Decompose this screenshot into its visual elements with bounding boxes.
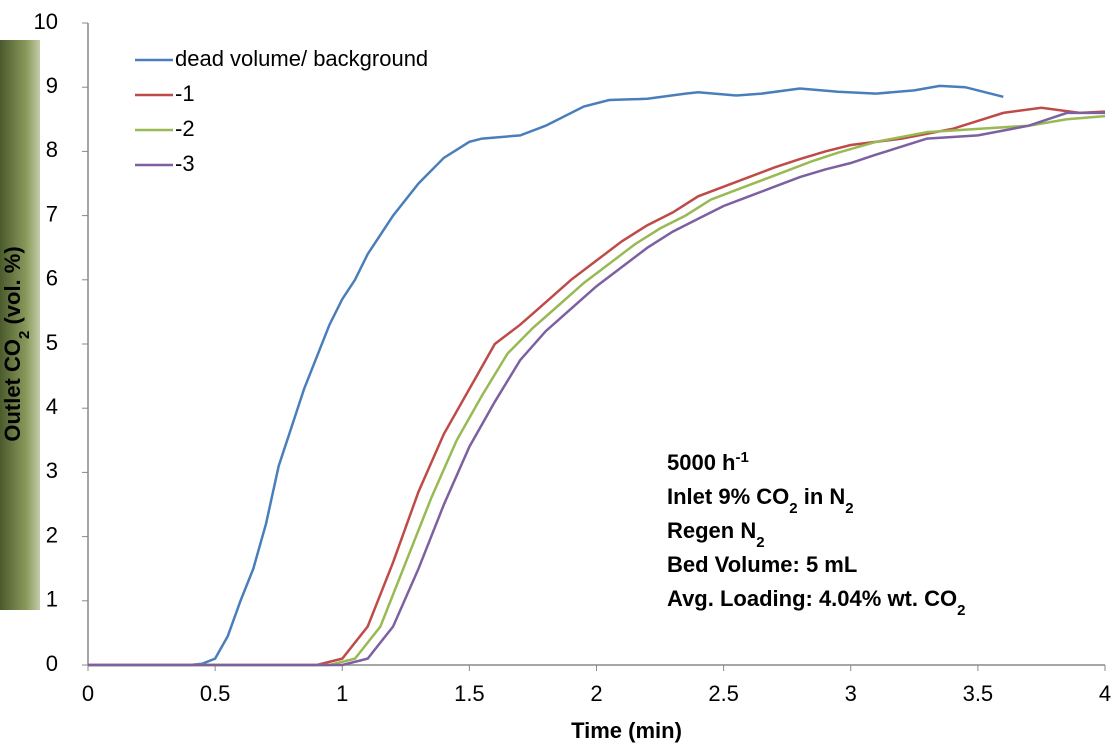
annotation: Inlet 9% CO2 in N2 bbox=[667, 484, 854, 517]
x-axis-label: Time (min) bbox=[571, 718, 682, 743]
text-part: Regen N bbox=[667, 518, 756, 543]
y-tick-label: 9 bbox=[46, 73, 58, 98]
line-series bbox=[88, 106, 1106, 667]
legend-label: -2 bbox=[175, 116, 195, 141]
y-tick-label: 4 bbox=[46, 394, 58, 419]
text-part: Outlet CO bbox=[0, 339, 25, 442]
text-part: 2 bbox=[16, 331, 33, 339]
x-tick-label: 2.5 bbox=[708, 681, 739, 706]
y-tick-label: 5 bbox=[46, 330, 58, 355]
x-tick-label: 2 bbox=[590, 681, 602, 706]
y-tick-label: 6 bbox=[46, 266, 58, 291]
text-part: Bed Volume: 5 mL bbox=[667, 552, 857, 577]
text-part: 2 bbox=[789, 500, 797, 517]
y-tick-label: 10 bbox=[34, 9, 58, 34]
text-part: -1 bbox=[736, 449, 749, 466]
text-part: 5000 h bbox=[667, 450, 736, 475]
legend-label: -3 bbox=[175, 151, 195, 176]
text-part: 2 bbox=[957, 602, 965, 619]
background-photo bbox=[0, 40, 44, 610]
y-tick-label: 7 bbox=[46, 201, 58, 226]
annotation: Regen N2 bbox=[667, 518, 765, 551]
annotation: Bed Volume: 5 mL bbox=[667, 552, 857, 577]
plot-background bbox=[40, 0, 1117, 751]
x-tick-label: 3.5 bbox=[963, 681, 994, 706]
x-tick-label: 1 bbox=[336, 681, 348, 706]
y-tick-label: 8 bbox=[46, 137, 58, 162]
text-part: 2 bbox=[756, 534, 764, 551]
x-tick-label: 0 bbox=[82, 681, 94, 706]
text-part: 2 bbox=[845, 500, 853, 517]
x-tick-label: 4 bbox=[1099, 681, 1111, 706]
line-series bbox=[88, 111, 1105, 667]
text-part: Inlet 9% CO bbox=[667, 484, 789, 509]
text-part: Avg. Loading: 4.04% wt. CO bbox=[667, 586, 957, 611]
text-part: in N bbox=[798, 484, 846, 509]
legend-label: -1 bbox=[175, 81, 195, 106]
annotation: Avg. Loading: 4.04% wt. CO2 bbox=[667, 586, 965, 619]
y-tick-label: 1 bbox=[46, 587, 58, 612]
y-tick-label: 2 bbox=[46, 522, 58, 547]
legend-label: dead volume/ background bbox=[175, 46, 428, 71]
y-tick-label: 0 bbox=[46, 651, 58, 676]
line-series bbox=[88, 114, 1106, 667]
x-tick-label: 3 bbox=[845, 681, 857, 706]
line-series bbox=[88, 84, 1004, 667]
y-tick-label: 3 bbox=[46, 458, 58, 483]
x-tick-label: 1.5 bbox=[454, 681, 485, 706]
x-tick-label: 0.5 bbox=[200, 681, 231, 706]
annotation: 5000 h-1 bbox=[667, 449, 749, 476]
y-axis-label: Outlet CO2 (vol. %) bbox=[0, 246, 33, 441]
text-part: (vol. %) bbox=[0, 246, 25, 330]
